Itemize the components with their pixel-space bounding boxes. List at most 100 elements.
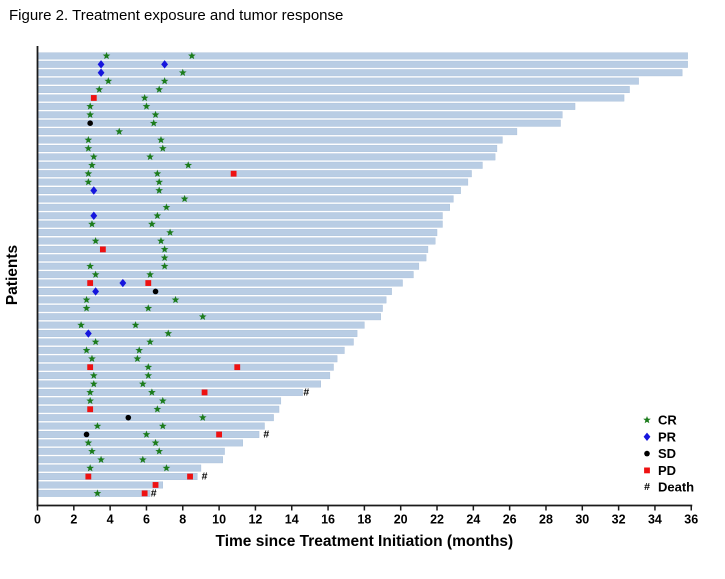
marker-death-icon: # [202, 471, 208, 483]
marker-cr-icon [84, 144, 93, 152]
patient-bar [37, 229, 438, 237]
marker-pd-icon [152, 482, 159, 488]
marker-cr-icon [157, 136, 165, 144]
marker-pd-icon [99, 246, 106, 253]
marker-cr-icon [153, 405, 162, 413]
marker-cr-icon [155, 178, 163, 186]
marker-cr-icon [148, 220, 156, 228]
patient-bar [37, 119, 561, 127]
marker-cr-icon [155, 85, 163, 93]
marker-cr-icon [95, 85, 104, 93]
marker-cr-icon [89, 152, 98, 161]
patient-bar [37, 52, 688, 60]
marker-cr-icon [142, 430, 151, 438]
patient-bar [37, 346, 345, 354]
marker-pr-icon [84, 329, 92, 338]
marker-cr-icon [144, 371, 153, 379]
marker-cr-icon [155, 186, 163, 194]
marker-pd-icon [87, 406, 94, 413]
marker-cr-icon [91, 236, 100, 245]
legend-pr-icon [643, 432, 651, 441]
patient-bar [37, 94, 625, 102]
marker-cr-icon [166, 228, 174, 236]
x-tick-label: 30 [575, 513, 589, 527]
patient-bar [37, 363, 334, 371]
marker-cr-icon [180, 194, 189, 203]
marker-cr-icon [102, 51, 111, 60]
marker-pr-icon [161, 60, 169, 69]
patient-bar [37, 414, 274, 422]
x-tick-label: 16 [321, 513, 335, 527]
x-tick-label: 32 [612, 513, 626, 527]
patient-bar [37, 212, 443, 220]
x-tick-label: 6 [143, 513, 150, 527]
marker-cr-icon [159, 396, 167, 405]
patient-bar [37, 464, 202, 472]
marker-cr-icon [144, 304, 153, 312]
legend-label-pr: PR [658, 429, 677, 444]
patient-bar [37, 153, 496, 161]
marker-death-icon: # [303, 386, 309, 398]
marker-cr-icon [86, 464, 94, 472]
marker-cr-icon [86, 110, 94, 119]
marker-cr-icon [82, 304, 91, 312]
patient-bar [37, 456, 223, 464]
marker-cr-icon [135, 346, 143, 354]
x-tick-label: 14 [285, 513, 299, 527]
marker-cr-icon [91, 337, 100, 346]
marker-cr-icon [144, 363, 153, 371]
patient-bar [37, 481, 164, 489]
patient-bar [37, 128, 518, 136]
marker-cr-icon [139, 455, 147, 463]
patient-bar [37, 372, 331, 380]
marker-cr-icon [86, 388, 94, 396]
marker-cr-icon [89, 380, 98, 388]
marker-cr-icon [148, 388, 156, 396]
marker-cr-icon [153, 211, 162, 219]
marker-pd-icon [145, 280, 152, 286]
patient-bar [37, 102, 576, 110]
patient-bar [37, 288, 392, 295]
patient-bar [37, 187, 461, 194]
legend-label-pd: PD [658, 463, 676, 478]
marker-pd-icon [234, 364, 241, 371]
patient-bar [37, 439, 243, 447]
figure-title: Figure 2. Treatment exposure and tumor r… [9, 7, 344, 24]
marker-cr-icon [91, 270, 100, 278]
marker-cr-icon [142, 102, 151, 110]
marker-cr-icon [77, 321, 85, 329]
patient-bar [37, 203, 450, 211]
x-tick-label: 2 [70, 513, 77, 527]
marker-cr-icon [86, 262, 94, 270]
marker-cr-icon [140, 93, 149, 102]
marker-death-icon: # [263, 428, 269, 440]
marker-cr-icon [88, 354, 96, 362]
patient-bar [37, 254, 427, 262]
marker-cr-icon [160, 253, 169, 262]
marker-cr-icon [93, 489, 102, 497]
patient-bar [37, 136, 503, 144]
x-tick-label: 4 [107, 513, 114, 527]
patient-bar [37, 60, 688, 68]
patient-bar [37, 178, 469, 186]
x-tick-label: 36 [684, 513, 698, 527]
patient-bar [37, 304, 383, 312]
patient-bar [37, 388, 303, 396]
marker-pd-icon [201, 389, 208, 396]
legend-sd-icon [644, 450, 650, 457]
marker-pd-icon [216, 431, 222, 438]
marker-cr-icon [84, 169, 93, 177]
marker-cr-icon [139, 380, 147, 388]
patient-bar [37, 86, 630, 94]
patient-bar [37, 69, 683, 77]
marker-cr-icon [146, 152, 154, 161]
marker-cr-icon [93, 422, 102, 430]
marker-sd-icon [87, 120, 93, 127]
marker-cr-icon [82, 346, 91, 354]
marker-cr-icon [151, 438, 160, 447]
x-tick-label: 22 [430, 513, 444, 527]
marker-cr-icon [198, 413, 207, 421]
marker-cr-icon [155, 447, 163, 455]
patient-bar [37, 447, 225, 455]
